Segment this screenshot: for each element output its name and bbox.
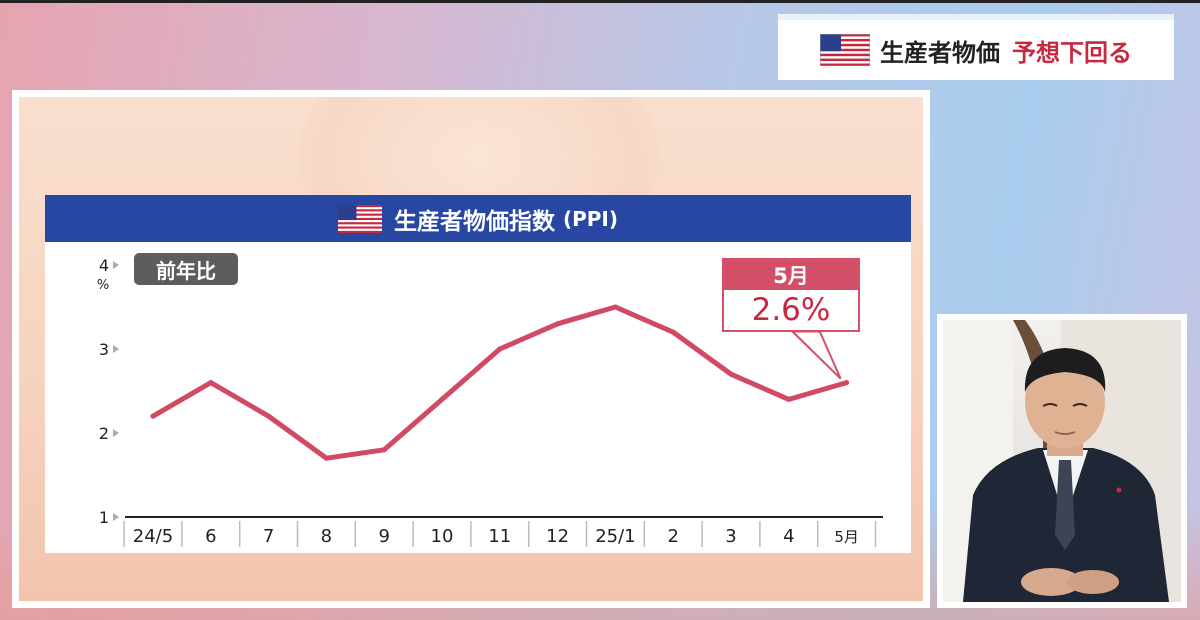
chart-panel-background: 1 2 3 4% 24/5 6 7 8 9 10 11 12 25/1 2 3 4 5月 生産者物価指数 (PP… xyxy=(19,97,923,601)
us-flag-icon xyxy=(337,204,382,233)
x-tick-label: 7 xyxy=(263,526,274,547)
data-point xyxy=(555,321,561,327)
x-tick-label: 4 xyxy=(783,526,794,547)
yoy-badge: 前年比 xyxy=(134,253,238,285)
x-tick-label: 2 xyxy=(667,526,678,547)
top-frame-bar xyxy=(0,0,1200,3)
data-point xyxy=(612,304,618,310)
anchor-video xyxy=(943,320,1181,602)
anchor-video-icon xyxy=(943,320,1181,602)
headline-box: 生産者物価 予想下回る xyxy=(778,20,1174,80)
data-point xyxy=(844,380,850,386)
x-tick-label: 10 xyxy=(431,526,454,547)
data-point xyxy=(150,413,156,419)
latest-value-callout: 5月 2.6% xyxy=(722,258,860,332)
y-tick-marker xyxy=(113,429,119,437)
y-tick-label: 1 xyxy=(99,508,109,527)
x-tick-label: 5月 xyxy=(834,528,859,546)
data-point xyxy=(497,346,503,352)
y-tick-label: 4 xyxy=(99,256,109,275)
headline-text: 生産者物価 xyxy=(880,38,1000,67)
chart-panel: 1 2 3 4% 24/5 6 7 8 9 10 11 12 25/1 2 3 4 5月 生産者物価指数 (PP… xyxy=(12,90,930,608)
x-tick-label: 8 xyxy=(321,526,332,547)
x-tick-label: 24/5 xyxy=(133,526,173,547)
x-tick-label: 12 xyxy=(546,526,569,547)
callout-pointer xyxy=(790,331,842,380)
chart-card: 1 2 3 4% 24/5 6 7 8 9 10 11 12 25/1 2 3 4 5月 生産者物価指数 (PP… xyxy=(45,195,911,553)
chart-title: 生産者物価指数 xyxy=(393,208,555,235)
y-tick-label: 3 xyxy=(99,340,109,359)
data-point xyxy=(670,329,676,335)
data-point xyxy=(208,380,214,386)
y-unit-label: % xyxy=(97,278,109,293)
us-flag-icon xyxy=(820,34,870,66)
data-point xyxy=(266,413,272,419)
data-point xyxy=(323,455,329,461)
headline-accent-text: 予想下回る xyxy=(1012,38,1132,67)
y-tick-marker xyxy=(113,345,119,353)
chart-title-bar: 生産者物価指数 (PPI) xyxy=(45,195,911,242)
data-point xyxy=(728,371,734,377)
data-point xyxy=(786,396,792,402)
x-tick-label: 25/1 xyxy=(595,526,635,547)
x-tick-label: 11 xyxy=(488,526,511,547)
callout-value: 2.6% xyxy=(751,292,831,328)
y-tick-label: 2 xyxy=(99,424,109,443)
x-tick-label: 6 xyxy=(205,526,216,547)
chart-title-suffix: (PPI) xyxy=(562,206,619,231)
data-point xyxy=(439,396,445,402)
y-tick-marker xyxy=(113,261,119,269)
y-tick-marker xyxy=(113,513,119,521)
callout-label: 5月 xyxy=(724,260,858,290)
anchor-video-frame xyxy=(937,314,1187,608)
x-tick-label: 9 xyxy=(378,526,389,547)
x-tick-label: 3 xyxy=(725,526,736,547)
data-point xyxy=(381,447,387,453)
